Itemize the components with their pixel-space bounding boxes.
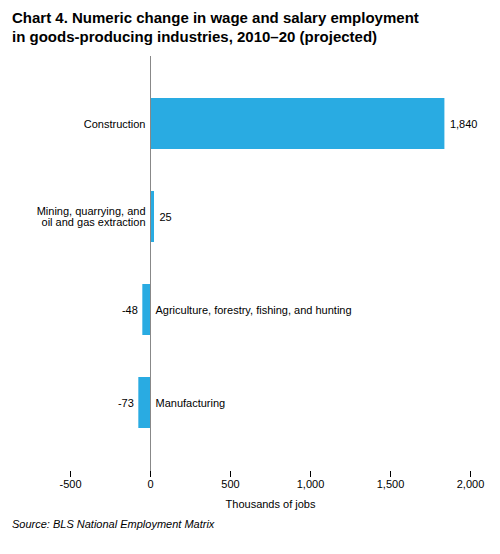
html-text:Source: BLS National Employmen: Source: BLS National Employment Matrix [12,518,215,530]
svg-text:1,840: 1,840 [450,118,478,130]
svg-text:Agriculture, forestry, fishing: Agriculture, forestry, fishing, and hunt… [156,304,352,316]
svg-text:Thousands of jobs: Thousands of jobs [226,498,316,510]
svg-text:Manufacturing: Manufacturing [156,397,226,409]
svg-text:2,000: 2,000 [457,478,485,490]
svg-text:Construction: Construction [84,118,146,130]
svg-text:-48: -48 [122,304,138,316]
svg-text:1,000: 1,000 [297,478,325,490]
svg-text:1,500: 1,500 [377,478,405,490]
svg-text:0: 0 [147,478,153,490]
svg-text:-73: -73 [118,397,134,409]
svg-text:500: 500 [221,478,239,490]
html-text:in goods-producing industries,: in goods-producing industries, 2010–20 (… [12,28,378,45]
svg-text:25: 25 [160,211,172,223]
svg-text:-500: -500 [59,478,81,490]
svg-text:Mining, quarrying, andoil and: Mining, quarrying, andoil and gas extrac… [37,205,146,228]
html-text:Chart 4. Numeric change in wag: Chart 4. Numeric change in wage and sala… [12,9,419,26]
